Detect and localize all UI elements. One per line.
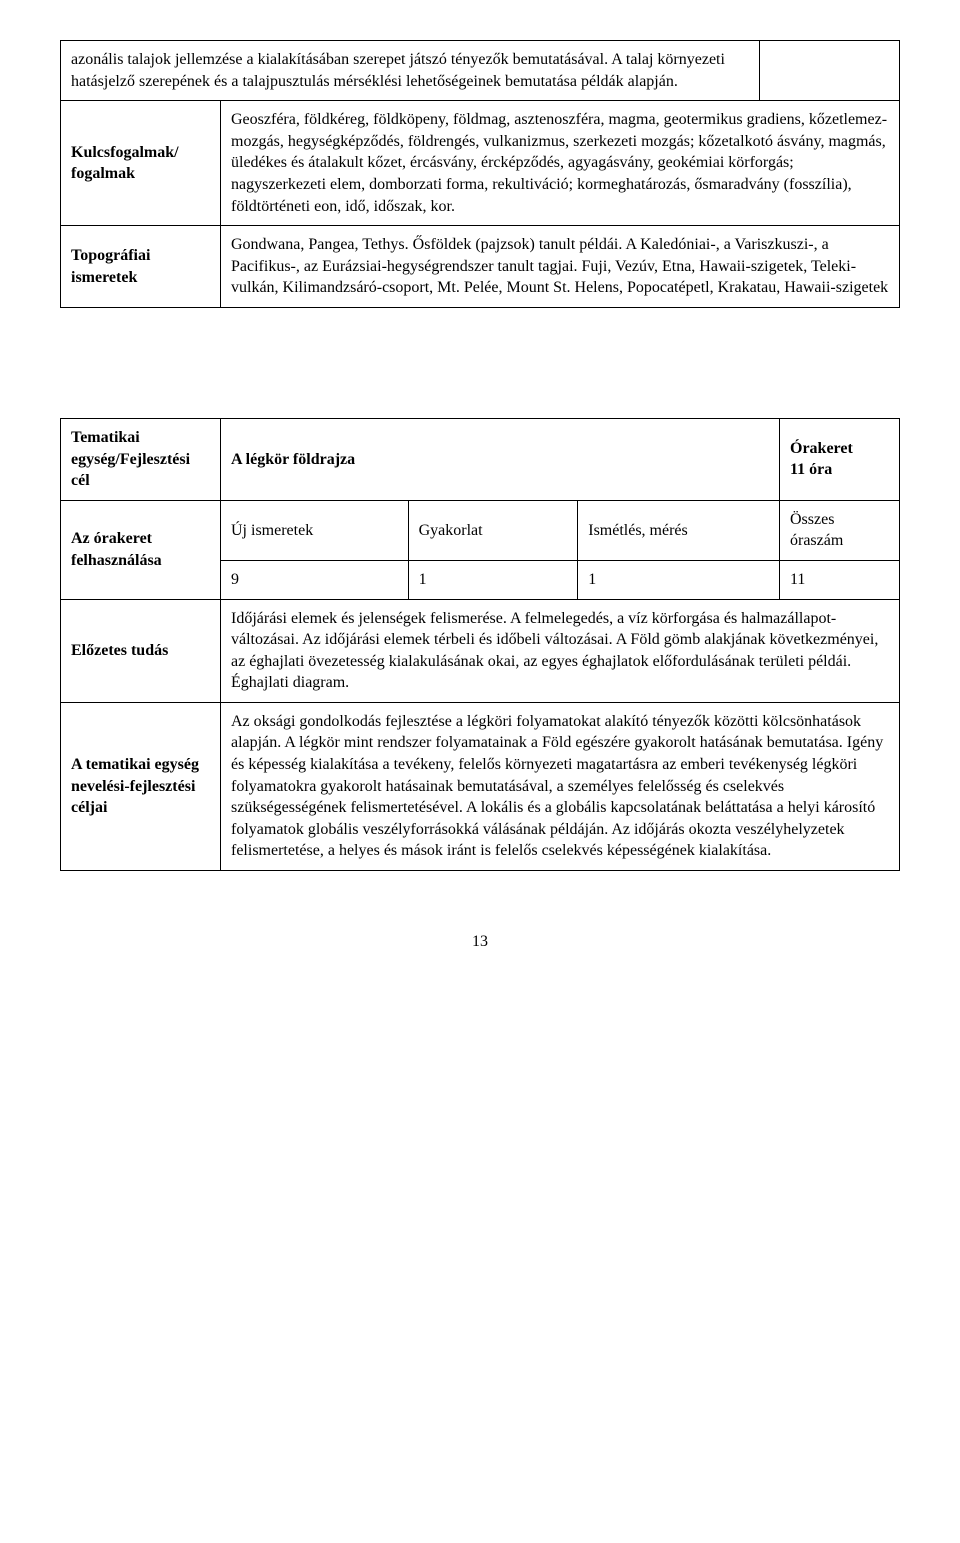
table-row: A tematikai egység nevelési-fejlesztési … xyxy=(61,702,900,870)
soil-description-text: azonális talajok jellemzése a kialakítás… xyxy=(71,51,725,90)
table-row: Előzetes tudás Időjárási elemek és jelen… xyxy=(61,599,900,702)
val-practice: 1 xyxy=(408,560,578,599)
val-total: 11 xyxy=(780,560,900,599)
orakeret-label: Órakeret xyxy=(790,440,853,457)
goals-content: Az oksági gondolkodás fejlesztése a légk… xyxy=(221,702,900,870)
table-row: Tematikai egység/Fejlesztési cél A légkö… xyxy=(61,418,900,500)
topography-content: Gondwana, Pangea, Tethys. Ősföldek (pajz… xyxy=(221,226,900,308)
topography-label: Topográfiai ismeretek xyxy=(61,226,221,308)
table-row: Kulcsfogalmak/ fogalmak Geoszféra, földk… xyxy=(61,101,900,226)
prior-knowledge-content: Időjárási elemek és jelenségek felismeré… xyxy=(221,599,900,702)
unit-title: A légkör földrajza xyxy=(221,418,780,500)
val-new-knowledge: 9 xyxy=(221,560,409,599)
keywords-content: Geoszféra, földkéreg, földköpeny, földma… xyxy=(221,101,900,226)
empty-cell xyxy=(760,41,900,101)
col-review: Ismétlés, mérés xyxy=(578,500,780,560)
goals-label: A tematikai egység nevelési-fejlesztési … xyxy=(61,702,221,870)
col-total: Összes óraszám xyxy=(780,500,900,560)
prior-knowledge-label: Előzetes tudás xyxy=(61,599,221,702)
table-row: Az órakeret felhasználása Új ismeretek G… xyxy=(61,500,900,560)
table-row: azonális talajok jellemzése a kialakítás… xyxy=(61,41,900,101)
hours-usage-label: Az órakeret felhasználása xyxy=(61,500,221,599)
col-practice: Gyakorlat xyxy=(408,500,578,560)
keywords-label: Kulcsfogalmak/ fogalmak xyxy=(61,101,221,226)
hours-cell: Órakeret 11 óra xyxy=(780,418,900,500)
col-new-knowledge: Új ismeretek xyxy=(221,500,409,560)
table-thematic-unit: Tematikai egység/Fejlesztési cél A légkö… xyxy=(60,418,900,871)
val-review: 1 xyxy=(578,560,780,599)
spacer xyxy=(60,348,900,418)
page-number: 13 xyxy=(60,931,900,953)
thematic-header-label: Tematikai egység/Fejlesztési cél xyxy=(61,418,221,500)
table-row: Topográfiai ismeretek Gondwana, Pangea, … xyxy=(61,226,900,308)
table-keywords: azonális talajok jellemzése a kialakítás… xyxy=(60,40,900,308)
soil-description-cell: azonális talajok jellemzése a kialakítás… xyxy=(61,41,760,101)
hours-value: 11 óra xyxy=(790,461,832,478)
